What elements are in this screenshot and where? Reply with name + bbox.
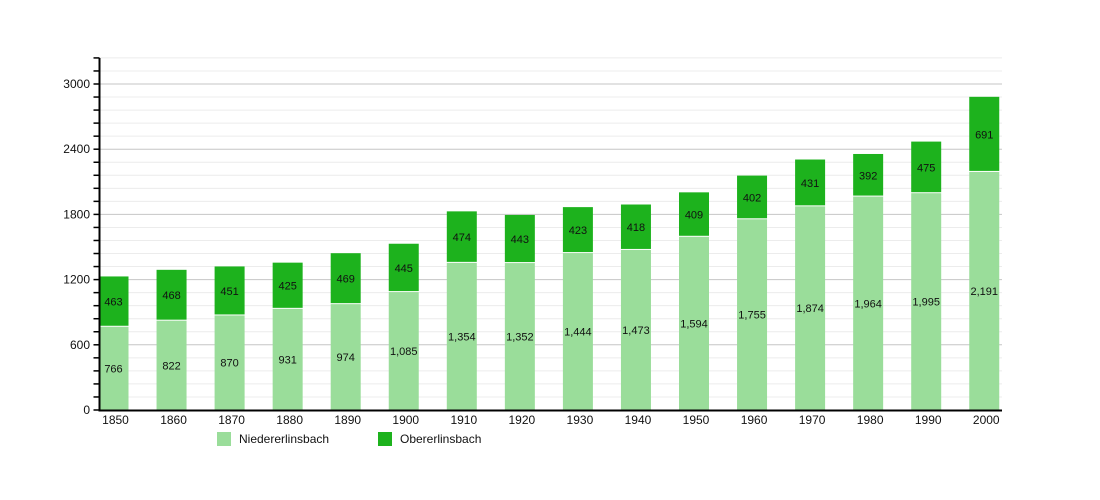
y-axis-tick-label: 0 [83,403,90,417]
bar-2000-niedererlinsbach [969,171,1000,410]
bar-value-label: 425 [278,281,296,293]
bar-1860-niedererlinsbach [156,320,187,410]
bar-value-label: 443 [511,234,529,246]
bar-1980-obererlinsbach [853,153,884,196]
bar-value-label: 931 [278,354,296,366]
bar-value-label: 1,354 [448,331,476,343]
x-axis-tick-label: 1970 [799,413,826,427]
bar-2000-obererlinsbach [969,96,1000,171]
x-axis-tick-label: 1860 [160,413,187,427]
bar-value-label: 463 [104,297,122,309]
bar-value-label: 474 [453,232,471,244]
x-axis-tick-label: 1990 [915,413,942,427]
bar-value-label: 1,755 [738,310,766,322]
x-axis-tick-label: 1920 [508,413,535,427]
bar-value-label: 974 [337,352,355,364]
bar-1990-obererlinsbach [911,141,942,193]
bar-value-label: 1,352 [506,332,534,344]
bar-1880-niedererlinsbach [272,308,303,410]
bar-value-label: 1,594 [680,318,708,330]
x-axis-tick-label: 1880 [276,413,303,427]
bar-1930-niedererlinsbach [562,253,593,410]
y-axis-tick-label: 3000 [63,77,90,91]
bar-value-label: 1,473 [622,325,650,337]
bar-1940-obererlinsbach [620,204,651,249]
bar-value-label: 1,085 [390,346,418,358]
bar-1930-obererlinsbach [562,207,593,253]
x-axis-tick-label: 1850 [102,413,129,427]
bar-1960-niedererlinsbach [737,219,768,410]
bar-1970-obererlinsbach [795,159,826,206]
bar-1920-obererlinsbach [504,214,535,263]
bar-1890-niedererlinsbach [330,304,361,410]
x-axis-tick-label: 1910 [450,413,477,427]
x-axis-tick-label: 1960 [741,413,768,427]
bar-value-label: 1,444 [564,327,592,339]
bar-1870-obererlinsbach [214,266,245,315]
bar-value-label: 1,995 [912,297,940,309]
bar-value-label: 469 [337,274,355,286]
bar-value-label: 1,964 [854,298,882,310]
y-axis-tick-label: 2400 [63,142,90,156]
bar-1970-niedererlinsbach [795,206,826,410]
bar-1850-niedererlinsbach [98,326,129,410]
x-axis-tick-label: 1890 [334,413,361,427]
bar-1850-obererlinsbach [98,276,129,326]
bar-value-label: 2,191 [970,286,998,298]
bar-1960-obererlinsbach [737,175,768,219]
x-axis-tick-label: 1940 [625,413,652,427]
bar-value-label: 822 [162,360,180,372]
bar-1900-niedererlinsbach [388,292,419,410]
bar-1860-obererlinsbach [156,269,187,320]
bar-value-label: 418 [627,222,645,234]
legend-label-niedererlinsbach: Niedererlinsbach [239,432,330,446]
bar-value-label: 409 [685,210,703,222]
y-axis-tick-label: 1200 [63,273,90,287]
legend-item-niedererlinsbach: Niedererlinsbach [217,431,329,447]
x-axis-tick-label: 1900 [392,413,419,427]
legend-swatch-obererlinsbach [378,432,392,446]
bar-value-label: 451 [220,286,238,298]
bar-value-label: 475 [917,162,935,174]
bar-value-label: 431 [801,178,819,190]
bar-value-label: 691 [975,129,993,141]
bar-1920-niedererlinsbach [504,263,535,410]
bar-value-label: 423 [569,225,587,237]
y-axis-tick-label: 1800 [63,207,90,221]
bar-1910-obererlinsbach [446,211,477,262]
bar-1890-obererlinsbach [330,253,361,304]
bar-value-label: 870 [220,358,238,370]
bar-1940-niedererlinsbach [620,249,651,410]
bar-1870-niedererlinsbach [214,315,245,410]
bar-1950-niedererlinsbach [679,236,709,410]
x-axis-tick-label: 1930 [567,413,594,427]
x-axis-tick-label: 1980 [857,413,884,427]
bar-1900-obererlinsbach [388,243,419,292]
y-axis-tick-label: 600 [70,338,90,352]
legend-swatch-niedererlinsbach [217,432,231,446]
bar-value-label: 766 [104,363,122,375]
bar-1950-obererlinsbach [679,192,709,236]
legend-item-obererlinsbach: Obererlinsbach [378,431,481,447]
bar-1980-niedererlinsbach [853,196,884,410]
bar-value-label: 445 [395,263,413,275]
bar-value-label: 1,874 [796,303,824,315]
x-axis-tick-label: 1950 [683,413,710,427]
bar-1990-niedererlinsbach [911,193,942,410]
bar-value-label: 402 [743,192,761,204]
bar-1910-niedererlinsbach [446,262,477,410]
bar-1880-obererlinsbach [272,262,303,308]
x-axis-tick-label: 2000 [973,413,1000,427]
bar-value-label: 392 [859,170,877,182]
legend-label-obererlinsbach: Obererlinsbach [400,432,482,446]
bar-value-label: 468 [162,290,180,302]
x-axis-tick-label: 1870 [218,413,245,427]
